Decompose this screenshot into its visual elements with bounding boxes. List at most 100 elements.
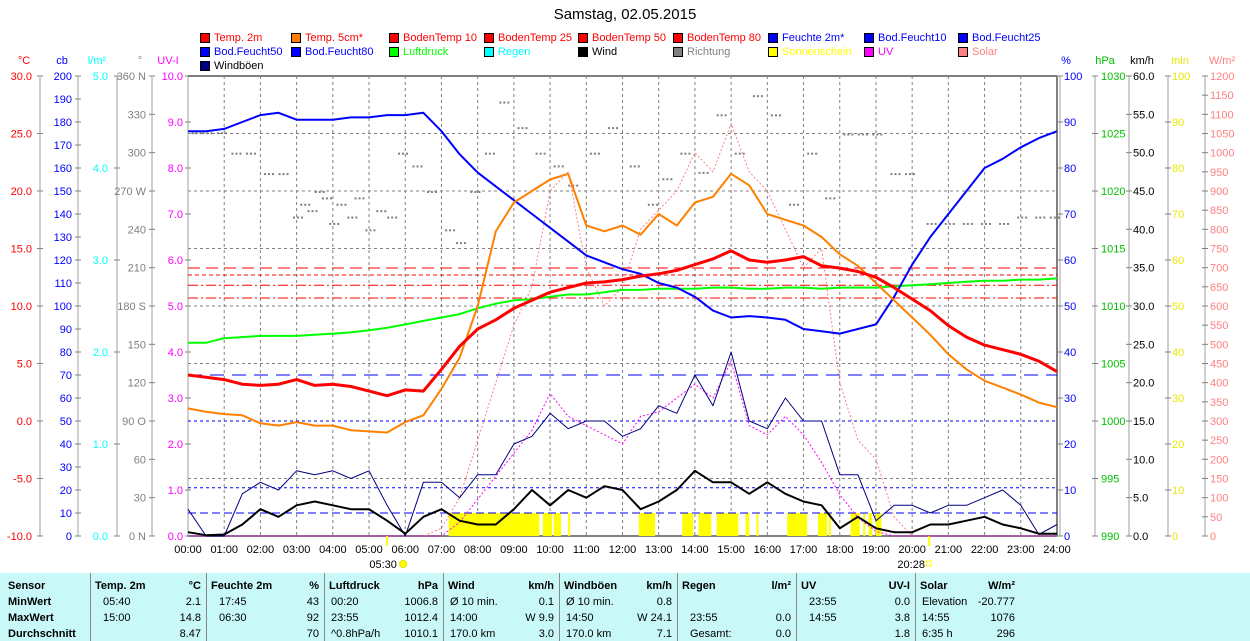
stats-table: Sensor Temp. 2m °C Feuchte 2m% Luftdruck hPa W… — [0, 573, 1250, 641]
axis-unit-cb: cb — [56, 55, 68, 67]
axis-label-cb: 0 — [66, 531, 72, 543]
direction-dot — [684, 152, 687, 155]
direction-dot — [195, 132, 198, 135]
direction-dot — [738, 152, 741, 155]
x-tick-label: 19:00 — [862, 544, 890, 556]
legend-swatch — [958, 33, 968, 43]
legend-item: Solar — [958, 46, 998, 58]
axis-label-uv: 9.0 — [168, 117, 183, 129]
direction-dot — [734, 152, 737, 155]
axis-label-temp: -5.0 — [13, 474, 32, 486]
legend-label: Temp. 5cm* — [305, 32, 364, 44]
cell-hum-value: 70 — [306, 628, 319, 640]
axis-unit-dir: ° — [138, 55, 142, 67]
direction-dot — [517, 127, 520, 130]
direction-dot — [651, 203, 654, 206]
sunshine-bar — [542, 513, 552, 536]
axis-label-cb: 50 — [60, 416, 72, 428]
axis-label-uv: 7.0 — [168, 209, 183, 221]
cell-wind-value: W 9.9 — [525, 612, 554, 624]
axis-unit-sun: min — [1171, 55, 1189, 67]
axis-label-dir: 360 N — [117, 71, 146, 83]
direction-dot — [647, 203, 650, 206]
direction-dot — [340, 203, 343, 206]
direction-dot — [966, 222, 969, 225]
axis-label-solar: 400 — [1210, 378, 1228, 390]
legend-swatch — [768, 33, 778, 43]
header-unit-solar: W/m² — [988, 580, 1015, 592]
direction-dot — [847, 133, 850, 136]
sunshine-bar — [850, 513, 860, 536]
direction-dot — [930, 222, 933, 225]
chart-title: Samstag, 02.05.2015 — [553, 6, 697, 23]
x-tick-label: 16:00 — [754, 544, 782, 556]
axis-label-solar: 50 — [1210, 512, 1222, 524]
axis-label-temp: -10.0 — [7, 531, 32, 543]
direction-dot — [890, 173, 893, 176]
direction-dot — [1049, 216, 1052, 219]
axis-label-solar: 600 — [1210, 301, 1228, 313]
direction-dot — [857, 133, 860, 136]
direction-dot — [387, 216, 390, 219]
cell-gust-value: 0.8 — [656, 596, 672, 608]
direction-dot — [398, 152, 401, 155]
direction-dot — [395, 216, 398, 219]
cell-gust-time: 170.0 km — [566, 628, 612, 640]
axis-label-hum: 60 — [1064, 255, 1076, 267]
direction-dot — [220, 132, 223, 135]
axis-unit-uv: UV-I — [157, 55, 178, 67]
direction-dot — [362, 197, 365, 200]
axis-label-cb: 70 — [60, 370, 72, 382]
axis-label-press: 1000 — [1101, 416, 1125, 428]
axis-unit-solar: W/m² — [1209, 55, 1236, 67]
direction-dot — [470, 191, 473, 193]
legend-swatch — [864, 33, 874, 43]
sunshine-bar — [682, 513, 694, 536]
series-wind — [187, 469, 1057, 537]
axis-label-rain: 4.0 — [93, 163, 108, 175]
axis-label-dir: 300 — [128, 148, 146, 160]
axis-label-hum: 90 — [1064, 117, 1076, 129]
direction-dot — [539, 152, 542, 155]
axis-label-hum: 0 — [1064, 531, 1070, 543]
x-tick-label: 01:00 — [210, 544, 238, 556]
direction-dot — [384, 210, 387, 213]
axis-label-press: 1020 — [1101, 186, 1125, 198]
cell-rain-time: 23:55 — [690, 612, 718, 624]
direction-dot — [337, 222, 340, 225]
direction-dot — [449, 229, 452, 232]
x-tick-label: 02:00 — [247, 544, 275, 556]
direction-dot — [264, 173, 267, 176]
axis-label-solar: 550 — [1210, 320, 1228, 332]
direction-dot — [876, 133, 879, 136]
legend-label: Luftdruck — [403, 46, 449, 58]
direction-dot — [912, 173, 915, 176]
cell-solar-value: 296 — [996, 628, 1015, 640]
direction-dot — [980, 222, 983, 225]
x-tick-label: 12:00 — [609, 544, 637, 556]
axis-label-cb: 40 — [60, 439, 72, 451]
axis-label-rain: 0.0 — [93, 531, 108, 543]
direction-dot — [293, 216, 296, 219]
legend-item: Regen — [484, 46, 530, 58]
sunshine-bar — [787, 513, 808, 536]
axis-label-uv: 1.0 — [168, 485, 183, 497]
axis-label-hum: 50 — [1064, 301, 1076, 313]
direction-dot — [1003, 222, 1006, 225]
direction-dot — [369, 229, 372, 232]
row-label: MinWert — [8, 596, 52, 608]
direction-dot — [629, 165, 632, 168]
x-tick-label: 06:00 — [391, 544, 419, 556]
axis-label-temp: 25.0 — [11, 129, 32, 141]
axis-label-solar: 150 — [1210, 474, 1228, 486]
axis-label-uv: 6.0 — [168, 255, 183, 267]
cell-rain-value: 0.0 — [775, 612, 791, 624]
legend-item: BodenTemp 25 — [484, 32, 572, 44]
direction-dot — [488, 152, 491, 155]
axis-label-hum: 80 — [1064, 163, 1076, 175]
axis-unit-press: hPa — [1095, 55, 1115, 67]
axis-label-uv: 3.0 — [168, 393, 183, 405]
axis-label-press: 990 — [1101, 531, 1119, 543]
legend-item: Bod.Feucht10 — [864, 32, 947, 44]
